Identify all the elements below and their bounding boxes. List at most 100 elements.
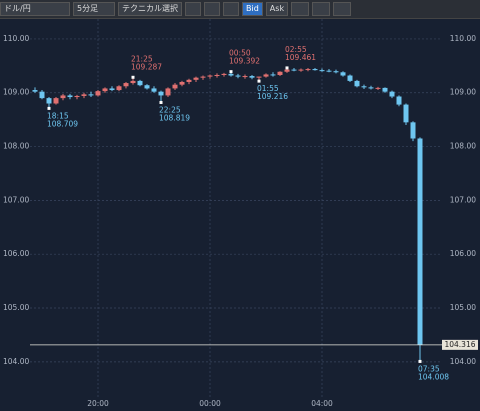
plot-background <box>0 19 480 411</box>
candle-body <box>144 85 150 89</box>
candle-body <box>200 76 206 78</box>
annotation-price: 108.709 <box>47 119 78 128</box>
candle-body <box>284 69 290 72</box>
annotation-marker <box>47 106 51 110</box>
zoom-in-button[interactable] <box>312 2 331 16</box>
candle-body <box>158 91 164 96</box>
annotation-price: 108.819 <box>159 113 190 122</box>
candle-body <box>326 70 332 72</box>
candle-body <box>67 95 73 98</box>
candle-body <box>333 71 339 73</box>
chart: 104.00 104.00 105.00 105.00 106.00 106.00 107.… <box>0 19 480 411</box>
annotation-time: 02:55 <box>285 45 307 54</box>
info-button[interactable] <box>204 2 220 16</box>
candle-body <box>417 138 423 345</box>
annotation-time: 01:55 <box>257 84 279 93</box>
candle-body <box>151 88 157 92</box>
cloud-button[interactable] <box>223 2 239 16</box>
x-tick-label: 20:00 <box>87 399 109 408</box>
candle-body <box>396 96 402 105</box>
y-tick-label: 104.00 <box>3 357 29 366</box>
candle-body <box>81 94 87 96</box>
x-tick-label: 00:00 <box>199 399 221 408</box>
candle-body <box>221 73 227 75</box>
candle-body <box>32 90 38 92</box>
candle-body <box>410 122 416 139</box>
candle-body <box>60 95 66 99</box>
y-tick-label: 110.00 <box>3 34 29 43</box>
annotation-marker <box>418 359 422 363</box>
candle-body <box>179 81 185 85</box>
candle-body <box>39 91 45 99</box>
bid-button[interactable]: Bid <box>242 2 263 16</box>
y-tick-label-right: 104.00 <box>450 357 476 366</box>
annotation-time: 18:15 <box>47 111 69 120</box>
candle-body <box>319 70 325 72</box>
y-tick-label: 107.00 <box>3 195 29 204</box>
candle-body <box>102 88 108 92</box>
candle-body <box>242 76 248 78</box>
candle-body <box>172 84 178 89</box>
y-tick-label: 108.00 <box>3 142 29 151</box>
candle-body <box>207 75 213 77</box>
annotation-marker <box>229 70 233 74</box>
annotation-price: 109.392 <box>229 57 260 66</box>
y-tick-label-right: 107.00 <box>450 195 476 204</box>
annotation-price: 109.216 <box>257 92 288 101</box>
candle-body <box>368 87 374 89</box>
candle-body <box>165 88 171 96</box>
y-tick-label: 109.00 <box>3 88 29 97</box>
y-tick-label-right: 110.00 <box>450 34 476 43</box>
candle-body <box>277 71 283 75</box>
last-price-box <box>442 339 478 350</box>
candle-body <box>361 86 367 88</box>
y-tick-label: 106.00 <box>3 249 29 258</box>
candle-body <box>347 75 353 81</box>
candle-body <box>74 95 80 98</box>
candle-body <box>88 94 94 96</box>
annotation-time: 22:25 <box>159 105 181 114</box>
annotation-time: 00:50 <box>229 49 251 58</box>
candle-body <box>228 73 234 76</box>
y-tick-label-right: 108.00 <box>450 142 476 151</box>
candle-body <box>193 77 199 80</box>
x-tick-label: 04:00 <box>311 399 333 408</box>
zoom-button[interactable] <box>291 2 310 16</box>
annotation-price: 109.461 <box>285 53 316 62</box>
candle-body <box>109 88 115 91</box>
annotation-price: 104.008 <box>418 372 449 381</box>
tool-button[interactable] <box>185 2 201 16</box>
annotation-time: 21:25 <box>131 54 153 63</box>
candle-body <box>186 79 192 82</box>
candle-body <box>123 83 129 87</box>
candle-body <box>263 74 269 77</box>
candle-body <box>291 69 297 71</box>
annotation-marker <box>159 100 163 104</box>
toolbar: ドル/円 5分足 テクニカル選択 Bid Ask <box>0 0 480 19</box>
annotation-price: 109.287 <box>131 62 162 71</box>
annotation-marker <box>285 66 289 70</box>
zoom-out-button[interactable] <box>333 2 352 16</box>
candle-body <box>249 76 255 78</box>
candle-body <box>389 91 395 97</box>
candle-body <box>312 69 318 71</box>
last-price-label: 104.316 <box>444 340 475 349</box>
technical-select[interactable]: テクニカル選択 <box>118 2 182 16</box>
timeframe-select[interactable]: 5分足 <box>73 2 115 16</box>
candle-body <box>256 76 262 78</box>
y-tick-label-right: 109.00 <box>450 88 476 97</box>
annotation-marker <box>131 75 135 79</box>
candle-body <box>46 98 52 104</box>
candle-body <box>235 75 241 77</box>
annotation-time: 07:35 <box>418 364 440 373</box>
candle-body <box>305 69 311 71</box>
symbol-select[interactable]: ドル/円 <box>0 2 70 16</box>
candle-body <box>214 74 220 76</box>
y-tick-label-right: 106.00 <box>450 249 476 258</box>
candle-body <box>116 86 122 91</box>
y-tick-label-right: 105.00 <box>450 303 476 312</box>
candle-body <box>270 74 276 76</box>
ask-button[interactable]: Ask <box>265 2 289 16</box>
candle-body <box>95 91 101 96</box>
